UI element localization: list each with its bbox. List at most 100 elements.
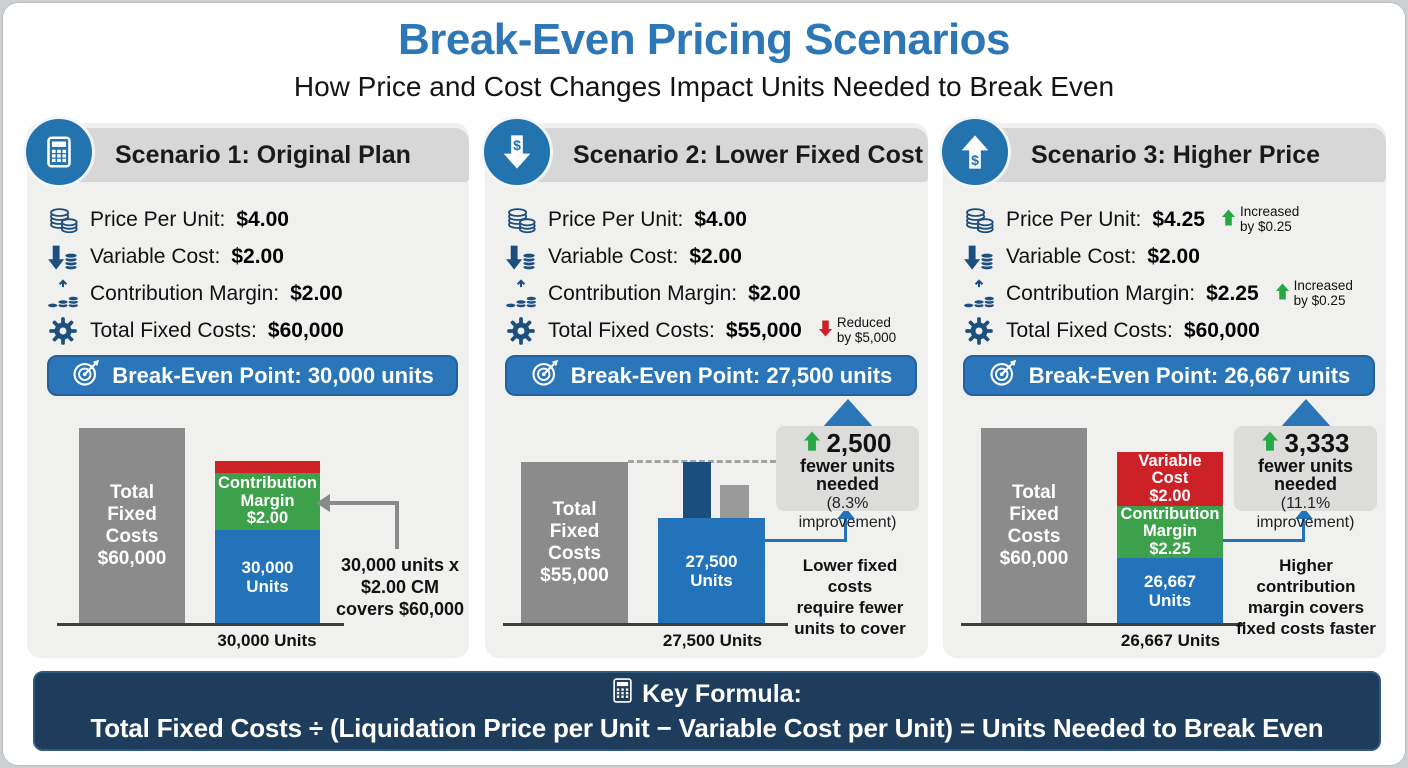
item-value: $60,000	[1183, 318, 1260, 342]
green-up-arrow-icon	[1275, 282, 1290, 306]
scenario-card-1: Scenario 1: Original Plan Price Per Unit…	[23, 116, 469, 658]
annotation-arrowhead-icon	[316, 494, 330, 512]
x-axis-label: 26,667 Units	[1120, 631, 1221, 650]
callout-arrowhead-icon	[837, 508, 855, 519]
item-value: $55,000	[725, 318, 802, 342]
fixed-costs-bar: Total Fixed Costs $60,000	[79, 428, 185, 623]
coins-down-icon	[45, 242, 81, 272]
item-value: $2.00	[748, 281, 801, 305]
item-label: Variable Cost:	[548, 244, 679, 268]
change-text: Increased by $0.25	[1293, 278, 1353, 308]
dollar-up-icon: $	[939, 116, 1011, 188]
contribution-margin-row: Contribution Margin: $2.00	[503, 275, 924, 312]
callout-label: fewer units needed	[1257, 456, 1354, 494]
gear-icon	[45, 316, 81, 346]
coins-up-icon	[45, 278, 81, 309]
cm-annotation: 30,000 units x $2.00 CM covers $60,000	[335, 555, 465, 619]
breakeven-banner-3: Break-Even Point: 26,667 units	[963, 355, 1375, 396]
coins-down-icon	[503, 242, 539, 272]
contribution-margin-row: Contribution Margin: $2.25 Increased by …	[961, 275, 1382, 312]
units-bar: 27,500 Units	[658, 518, 765, 623]
fixed-costs-bar: Total Fixed Costs $55,000	[521, 462, 628, 623]
coins-icon	[503, 205, 539, 235]
fixed-costs-bar: Total Fixed Costs $60,000	[981, 428, 1087, 623]
previous-units-ghost-bar	[683, 462, 711, 519]
breakeven-text: Break-Even Point: 30,000 units	[112, 362, 434, 388]
callout-connector-line	[1223, 539, 1305, 542]
callout-improvement: (8.3% improvement)	[798, 495, 897, 531]
scenario-3-title: Scenario 3: Higher Price	[1031, 140, 1321, 169]
item-label: Total Fixed Costs:	[548, 318, 715, 342]
target-icon	[71, 358, 101, 394]
fixed-costs-row: Total Fixed Costs: $55,000 Reduced by $5…	[503, 312, 924, 349]
item-label: Price Per Unit:	[90, 207, 226, 231]
coins-icon	[961, 205, 997, 235]
svg-text:$: $	[971, 153, 979, 169]
variable-cost-row: Variable Cost: $2.00	[961, 238, 1382, 275]
item-value: $2.00	[689, 244, 742, 268]
key-formula-bar: Key Formula: Total Fixed Costs ÷ (Liquid…	[33, 671, 1381, 751]
x-axis-label: 27,500 Units	[662, 631, 763, 650]
item-value: $2.00	[231, 244, 284, 268]
change-text: Increased by $0.25	[1239, 204, 1300, 234]
callout-connector-line	[765, 539, 847, 542]
item-label: Contribution Margin:	[90, 281, 280, 305]
target-icon	[988, 358, 1018, 394]
x-axis	[503, 623, 788, 626]
callout-connector-line	[1302, 517, 1305, 542]
page-subtitle: How Price and Cost Changes Impact Units …	[293, 71, 1115, 102]
item-label: Contribution Margin:	[548, 281, 738, 305]
annotation-arrow-line	[329, 501, 399, 505]
target-icon	[530, 358, 560, 394]
breakeven-banner-1: Break-Even Point: 30,000 units	[47, 355, 458, 396]
callout-label: fewer units needed	[799, 456, 896, 494]
fixed-costs-row: Total Fixed Costs: $60,000	[45, 312, 465, 349]
change-note: Increased by $0.25	[1275, 278, 1353, 308]
fixed-costs-row: Total Fixed Costs: $60,000	[961, 312, 1382, 349]
change-note: Reduced by $5,000	[818, 315, 897, 345]
scenario-card-2: $ Scenario 2: Lower Fixed Cost Price Per…	[481, 116, 928, 658]
dollar-down-icon: $	[481, 116, 553, 188]
scenario-card-3: $ Scenario 3: Higher Price Price Per Uni…	[939, 116, 1386, 658]
green-up-arrow-icon	[1261, 430, 1279, 456]
green-up-arrow-icon	[803, 430, 821, 456]
green-up-arrow-icon	[1221, 208, 1236, 232]
banner-pointer-triangle	[1279, 399, 1333, 429]
item-label: Price Per Unit:	[1006, 207, 1142, 231]
gear-icon	[503, 316, 539, 346]
annotation-arrow-line	[395, 501, 399, 549]
coins-icon	[45, 205, 81, 235]
change-note: Increased by $0.25	[1221, 204, 1300, 234]
variable-cost-row: Variable Cost: $2.00	[45, 238, 465, 275]
item-label: Total Fixed Costs:	[1006, 318, 1173, 342]
scenario-2-items: Price Per Unit: $4.00 Variable Cost: $2.…	[503, 201, 924, 349]
improvement-callout: 2,500 fewer units needed (8.3% improveme…	[776, 426, 919, 531]
calculator-small-icon	[612, 678, 633, 710]
page-title: Break-Even Pricing Scenarios	[397, 15, 1011, 64]
previous-level-dashed-line	[628, 460, 776, 463]
item-label: Variable Cost:	[90, 244, 221, 268]
delta-ghost-bar	[720, 485, 749, 519]
banner-pointer-triangle	[821, 399, 875, 429]
svg-text:$: $	[513, 138, 521, 154]
scenario-2-header-strip	[511, 128, 928, 182]
item-value: $60,000	[267, 318, 344, 342]
variable-cost-segment: Variable Cost $2.00	[1117, 452, 1223, 506]
x-axis	[57, 623, 344, 626]
units-segment: 30,000 Units	[215, 530, 320, 623]
item-label: Variable Cost:	[1006, 244, 1137, 268]
change-text: Reduced by $5,000	[836, 315, 897, 345]
contribution-margin-row: Contribution Margin: $2.00	[45, 275, 465, 312]
callout-improvement: (11.1% improvement)	[1256, 495, 1355, 531]
x-axis-label: 30,000 Units	[217, 631, 317, 650]
scenario-1-header-strip	[53, 128, 469, 182]
contribution-margin-segment: Contribution Margin $2.25	[1117, 505, 1223, 558]
x-axis	[961, 623, 1245, 626]
breakeven-banner-2: Break-Even Point: 27,500 units	[505, 355, 917, 396]
breakeven-text: Break-Even Point: 27,500 units	[570, 362, 893, 388]
improvement-callout: 3,333 fewer units needed (11.1% improvem…	[1234, 426, 1377, 531]
callout-arrowhead-icon	[1295, 508, 1313, 519]
units-segment: 26,667 Units	[1117, 558, 1223, 623]
chart-note: Higher contribution margin covers fixed …	[1236, 556, 1376, 638]
